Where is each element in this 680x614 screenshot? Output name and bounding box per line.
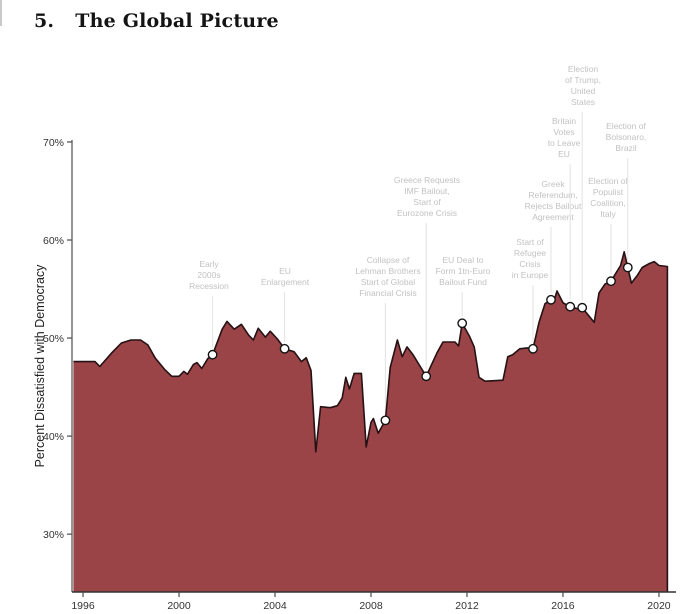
event-marker — [528, 343, 538, 354]
event-marker — [457, 318, 468, 329]
event-label: IMF Bailout, — [404, 186, 449, 196]
event-label: Greek — [541, 179, 565, 189]
event-marker — [380, 415, 391, 426]
event-label: Referendum, — [528, 190, 577, 200]
event-label: Election of — [606, 121, 646, 131]
event-label: Britain — [552, 116, 576, 126]
event-label: Eurozone Crisis — [397, 208, 457, 218]
event-label: Votes — [553, 127, 574, 137]
x-tick-label: 2008 — [359, 600, 383, 612]
x-tick-label: 2004 — [263, 600, 287, 612]
event-marker — [565, 301, 576, 312]
x-tick-label: 2020 — [647, 600, 671, 612]
event-label: Recession — [189, 281, 229, 291]
area-outline — [73, 251, 669, 592]
event-label: Refugee — [514, 248, 546, 258]
event-label: Start of — [516, 237, 544, 247]
x-tick-label: 1996 — [71, 600, 95, 612]
event-label: Start of Global — [361, 277, 415, 287]
x-tick-label: 2012 — [455, 600, 479, 612]
event-marker — [622, 262, 633, 273]
screenshot-edge-artifact — [0, 0, 2, 26]
event-label: Form 1tn-Euro — [436, 266, 491, 276]
event-label: Rejects Bailout — [525, 201, 582, 211]
event-markers — [207, 262, 633, 426]
event-label: Crisis — [519, 259, 540, 269]
event-marker — [207, 349, 218, 360]
event-label: Populist — [593, 187, 624, 197]
event-label: Bailout Fund — [439, 277, 487, 287]
event-label: Election — [568, 64, 599, 74]
event-label: Brazil — [615, 143, 636, 153]
event-label: EU — [279, 266, 291, 276]
event-label: EU — [558, 149, 570, 159]
event-marker — [606, 276, 616, 287]
page-header: 5. The Global Picture — [34, 10, 279, 32]
event-label: Start of — [413, 197, 441, 207]
y-axis-title: Percent Dissatisfied with Democracy — [33, 264, 47, 468]
area-fill — [73, 251, 668, 593]
event-label: in Europe — [512, 270, 549, 280]
y-tick-label: 70% — [43, 137, 64, 149]
event-label: Collapse of — [367, 255, 410, 265]
event-label: Bolsonaro, — [606, 132, 647, 142]
section-number: 5. — [34, 10, 55, 32]
page-title: The Global Picture — [75, 10, 279, 32]
event-label: United — [571, 86, 596, 96]
event-label: EU Deal to — [442, 255, 483, 265]
event-marker — [421, 371, 432, 382]
event-label: Financial Crisis — [359, 288, 417, 298]
event-label: Lehman Brothers — [355, 266, 420, 276]
area-series — [73, 251, 669, 593]
y-tick-label: 30% — [43, 529, 64, 541]
axes: 70% 60% 50% 40% 30% 1996 2000 2004 2008 2012 2016 2… — [33, 137, 676, 612]
y-tick-label: 40% — [43, 431, 64, 443]
event-label: to Leave — [548, 138, 581, 148]
event-label: 2000s — [197, 270, 220, 280]
event-label: Early — [199, 259, 219, 269]
event-label: of Trump, — [565, 75, 601, 85]
y-tick-label: 50% — [43, 333, 64, 345]
x-tick-label: 2000 — [167, 600, 191, 612]
event-label: Greece Requests — [394, 175, 460, 185]
event-label: Election of — [588, 176, 628, 186]
y-tick-label: 60% — [43, 235, 64, 247]
event-label: Enlargement — [261, 277, 310, 287]
event-marker — [577, 302, 588, 313]
event-label: Agreement — [532, 212, 574, 222]
event-marker — [546, 294, 556, 305]
event-label: Italy — [600, 209, 616, 219]
x-tick-label: 2016 — [551, 600, 575, 612]
event-label: Coalition, — [590, 198, 625, 208]
event-label: States — [571, 97, 595, 107]
event-annotations: Early2000sRecessionEUEnlargementCollapse… — [189, 64, 647, 414]
event-marker — [279, 343, 290, 354]
